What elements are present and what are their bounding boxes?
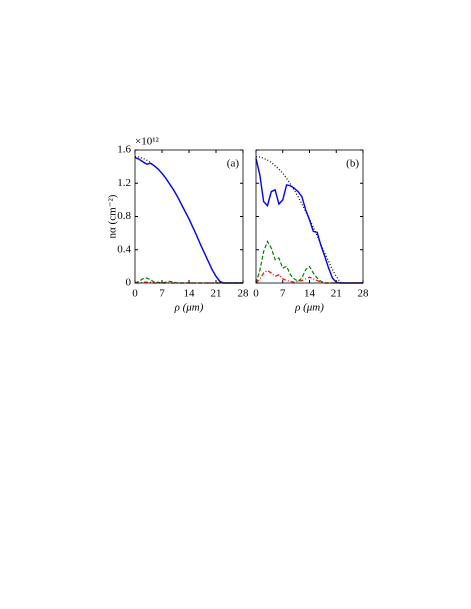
x-tick-label: 14 xyxy=(184,288,196,300)
y-tick-label: 1.6 xyxy=(117,144,131,156)
y-tick-label: 0 xyxy=(126,277,132,289)
panel-label: (b) xyxy=(346,158,359,170)
y-axis-label: nα (cm⁻²) xyxy=(107,194,119,238)
y-tick-label: 0.4 xyxy=(117,243,131,255)
plot-frame xyxy=(255,149,364,284)
x-tick-label: 21 xyxy=(211,288,222,300)
x-axis-label: ρ (μm) xyxy=(174,302,204,314)
x-tick-label: 28 xyxy=(238,288,250,300)
y-tick-label: 0.8 xyxy=(117,210,131,222)
x-tick-label: 28 xyxy=(358,288,370,300)
x-tick-label: 21 xyxy=(331,288,342,300)
panel-label: (a) xyxy=(227,158,240,170)
x-tick-label: 7 xyxy=(159,288,165,300)
x-tick-label: 0 xyxy=(132,288,138,300)
data-line xyxy=(255,158,363,284)
x-axis-label: ρ (μm) xyxy=(294,302,324,314)
x-tick-label: 7 xyxy=(280,288,286,300)
x-tick-label: 14 xyxy=(304,288,316,300)
x-tick-label: 0 xyxy=(253,288,259,300)
plot-frame xyxy=(134,149,244,284)
y-multiplier: ×10¹² xyxy=(135,136,160,148)
data-line xyxy=(134,156,243,284)
y-tick-label: 1.2 xyxy=(117,177,131,189)
